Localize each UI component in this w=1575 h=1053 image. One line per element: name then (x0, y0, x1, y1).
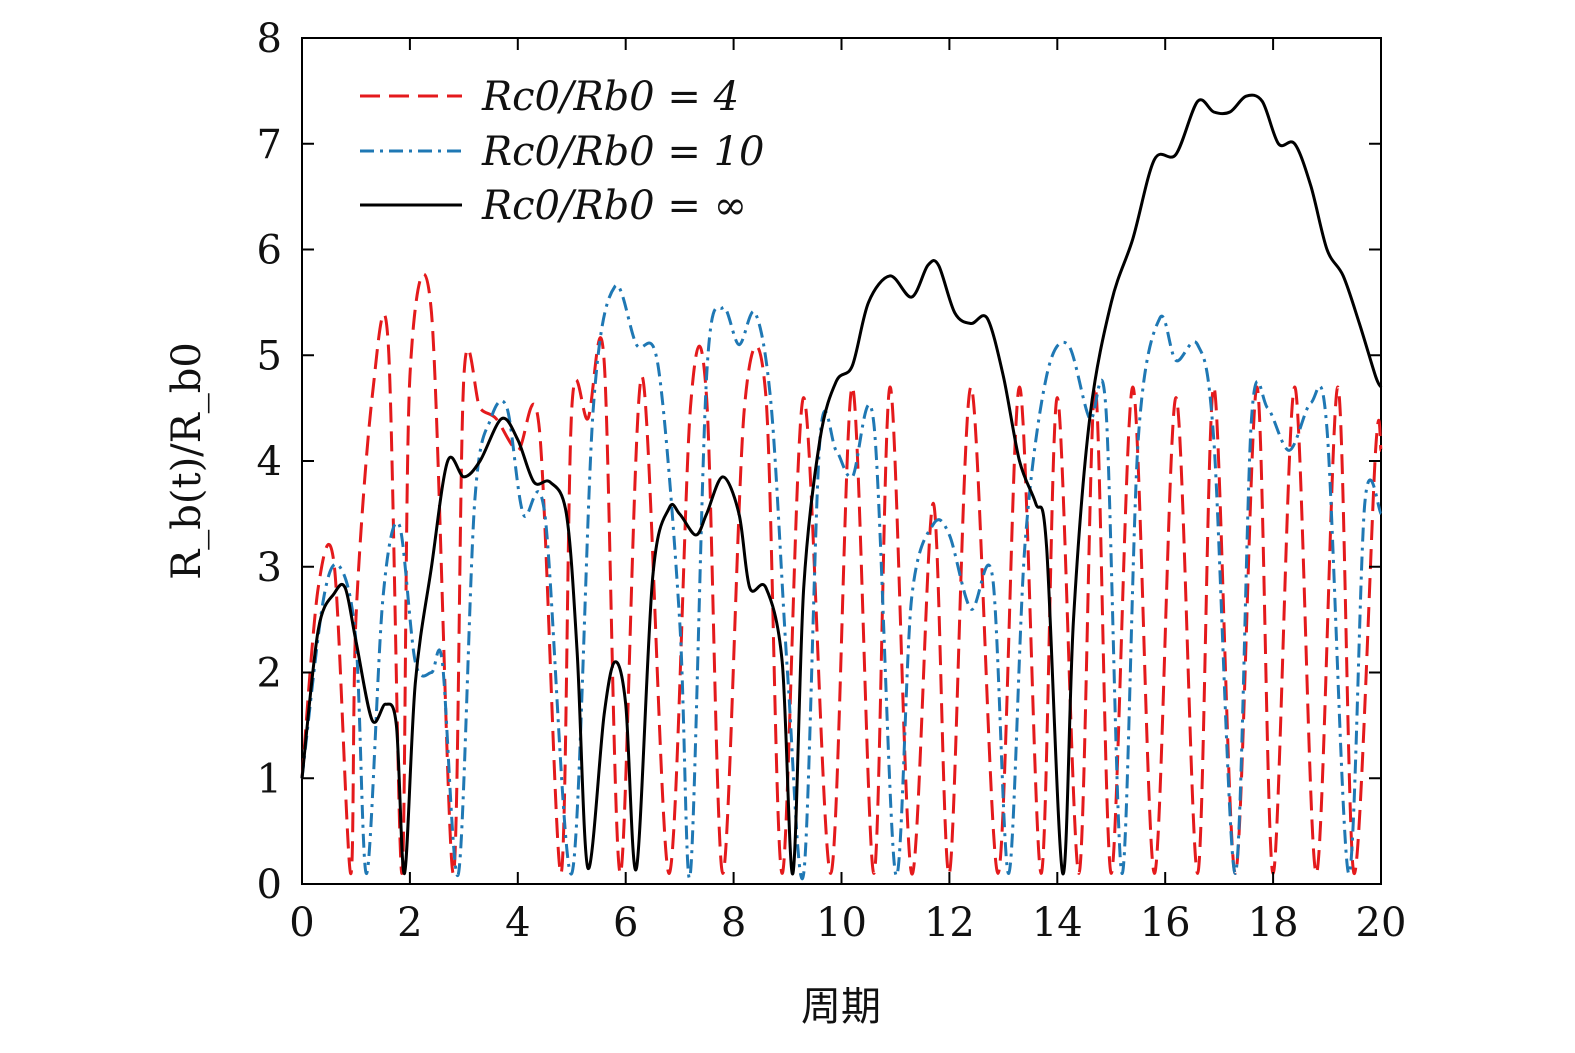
y-tick-label: 0 (257, 862, 282, 908)
y-tick-label: 3 (257, 545, 282, 591)
y-tick-label: 1 (257, 756, 282, 802)
series-layer (300, 93, 1383, 881)
y-tick-label: 6 (257, 228, 282, 274)
x-tick-label: 4 (505, 900, 530, 946)
x-axis-title: 周期 (801, 984, 881, 1030)
series-line-3 (300, 93, 1383, 875)
y-tick-label: 5 (257, 333, 282, 379)
x-tick-label: 16 (1140, 900, 1191, 946)
x-tick-label: 0 (289, 900, 314, 946)
x-tick-label: 18 (1248, 900, 1299, 946)
y-tick-label: 2 (257, 651, 282, 697)
x-tick-label: 12 (924, 900, 975, 946)
y-tick-label: 4 (257, 439, 282, 485)
legend-label-series-2: Rc0/Rb0 = 10 (481, 129, 764, 175)
x-tick-label: 20 (1356, 900, 1407, 946)
y-tick-label: 7 (257, 122, 282, 168)
legend-label-series-1: Rc0/Rb0 = 4 (481, 74, 739, 120)
y-tick-label: 8 (257, 16, 282, 62)
legend-label-series-3: Rc0/Rb0 = ∞ (481, 183, 747, 229)
legend: Rc0/Rb0 = 4 Rc0/Rb0 = 10 Rc0/Rb0 = ∞ (360, 74, 764, 229)
x-tick-label: 2 (397, 900, 422, 946)
y-axis-title: R_b(t)/R_b0 (164, 342, 210, 580)
x-tick-label: 10 (816, 900, 867, 946)
x-tick-label: 14 (1032, 900, 1083, 946)
x-tick-label: 6 (613, 900, 638, 946)
x-tick-label: 8 (721, 900, 746, 946)
